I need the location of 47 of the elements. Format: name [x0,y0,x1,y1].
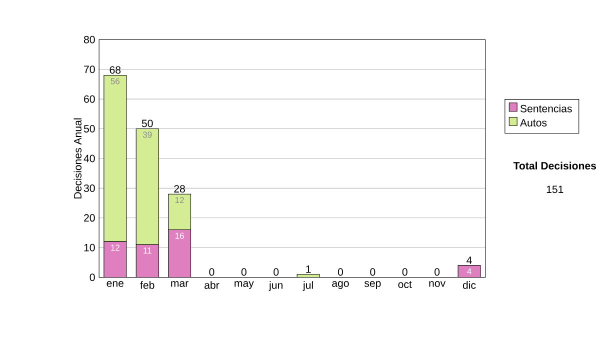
legend-label: Sentencias [520,104,572,112]
x-tick-label: ago [332,281,349,290]
x-tick-label: may [234,281,254,290]
text: Total Decisiones [513,162,596,170]
data-label: 11 [144,248,152,254]
x-tick-label: nov [429,281,446,288]
data-label: 12 [175,197,184,204]
x-tick-label: dic [462,281,476,289]
y-tick-label: 20 [84,214,95,222]
data-label: 12 [111,244,120,251]
x-tick-label: sep [364,281,381,290]
total-label: 0 [402,268,408,276]
data-label: 16 [175,232,184,239]
x-tick-label: abr [204,281,220,289]
y-tick-label: 0 [90,274,95,282]
total-label: 4 [466,256,472,264]
data-label: 4 [467,268,472,274]
legend-label: Autos [520,119,547,127]
x-tick-label: ene [106,281,124,288]
total-label: 0 [338,268,344,276]
total-label: 1 [306,266,311,273]
y-tick-label: 60 [84,95,95,103]
total-label: 0 [209,268,214,276]
bar [458,265,481,278]
y-tick-label: 30 [84,184,95,192]
total-label: 50 [142,120,153,128]
total-label: 0 [370,268,376,276]
total-label: 0 [434,268,440,276]
total-label: 28 [174,185,185,193]
x-tick-label: jul [302,281,313,292]
y-tick-label: 50 [84,125,95,133]
y-tick-label: 10 [84,244,95,252]
bar [296,274,320,278]
y-tick-label: 40 [84,154,95,162]
x-tick-label: oct [398,281,412,288]
y-tick-label: 70 [84,66,95,74]
x-tick-label: jun [268,281,282,292]
y-axis-title: Decisiones Anual [74,118,82,199]
total-label: 0 [274,268,279,276]
total-label: 68 [110,66,121,74]
x-tick-label: feb [140,281,154,289]
text: 151 [546,186,564,194]
x-tick-label: mar [171,281,188,288]
y-tick-label: 80 [84,36,95,44]
data-label: 39 [142,132,152,138]
data-label: 56 [110,78,120,84]
total-label: 0 [241,268,246,276]
